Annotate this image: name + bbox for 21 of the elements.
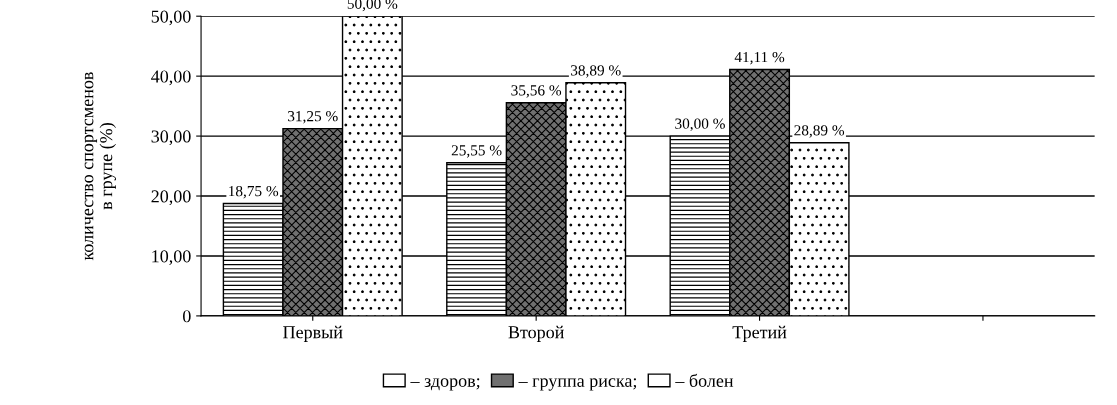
data-label: 41,11 %	[734, 51, 785, 65]
legend-label: – здоров;	[410, 378, 480, 391]
legend-label: – болен	[675, 373, 734, 387]
y-tick-label: 20,00	[151, 190, 191, 206]
y-tick-label: 40,00	[151, 70, 191, 86]
y-axis-title: количество спортсменов в групе (%)	[84, 72, 116, 261]
y-tick-label: 50,00	[151, 10, 191, 26]
x-tick-label: Второй	[508, 325, 564, 342]
data-label: 30,00 %	[675, 118, 725, 132]
y-tick-label: 30,00	[151, 130, 191, 146]
y-tick-label: 0	[183, 310, 191, 323]
data-label: 25,55 %	[451, 145, 502, 158]
x-tick-label: Первый	[283, 325, 343, 342]
data-label: 35,56 %	[511, 85, 562, 98]
data-label: 28,89 %	[794, 125, 845, 138]
x-tick-label: Третий	[732, 325, 787, 342]
data-label: 38,89 %	[571, 65, 621, 78]
y-tick-label: 10,00	[152, 250, 191, 265]
data-label: 18,75 %	[229, 185, 279, 199]
data-label: 31,25 %	[288, 111, 338, 124]
legend-label: – группа риска;	[518, 378, 637, 391]
